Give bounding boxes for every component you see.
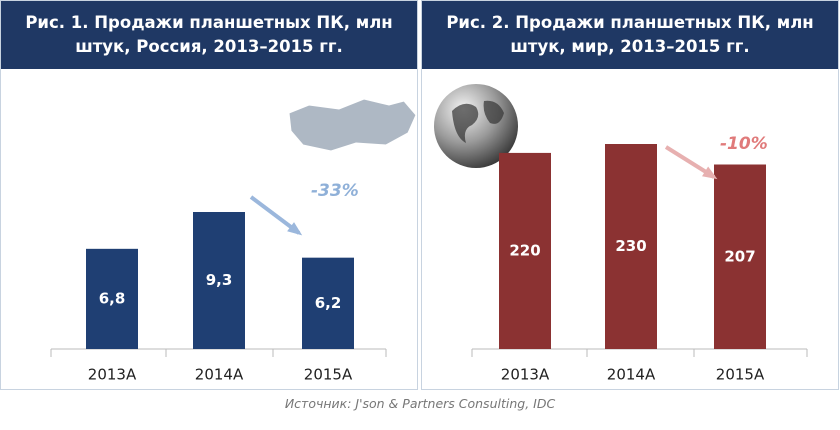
x-tick-label: 2014А [607, 366, 656, 384]
x-tick-label: 2013А [501, 366, 550, 384]
chart: 6,8 2013А 9,3 2014А 6,2 2015А -33% [50, 98, 417, 384]
source: Источник: J'son & Partners Consulting, I… [284, 396, 556, 411]
value-label: 6,2 [315, 294, 342, 312]
globe-land [452, 100, 504, 143]
bar [86, 248, 138, 349]
value-label: 9,3 [206, 271, 233, 289]
bar [193, 212, 245, 349]
value-label: 220 [509, 241, 540, 259]
arrow-head [287, 222, 303, 236]
russia-map [288, 98, 417, 152]
bar [302, 257, 354, 349]
x-tick-label: 2015А [716, 366, 765, 384]
chart: 220 2013А 230 2014А 207 2015А -10% [434, 84, 808, 384]
bar [714, 164, 766, 349]
bar [499, 152, 551, 349]
annotation: -33% [311, 181, 359, 201]
value-label: 230 [615, 237, 646, 255]
x-tick-label: 2013А [88, 366, 137, 384]
x-tick-label: 2014А [195, 366, 244, 384]
arrow-head [702, 166, 718, 180]
bar [605, 144, 657, 349]
chart-title: Рис. 2. Продажи планшетных ПК, млн штук,… [422, 1, 838, 69]
value-label: 6,8 [99, 289, 126, 307]
panel: 6,8 2013А 9,3 2014А 6,2 2015А -33% Рис. 1. Про… [0, 0, 418, 390]
x-tick-label: 2015А [304, 366, 353, 384]
annotation: -10% [720, 134, 768, 154]
chart-title: Рис. 1. Продажи планшетных ПК, млн штук,… [1, 1, 417, 69]
panel: 220 2013А 230 2014А 207 2015А -10% Рис. 2. Про… [421, 0, 839, 390]
value-label: 207 [724, 247, 755, 265]
